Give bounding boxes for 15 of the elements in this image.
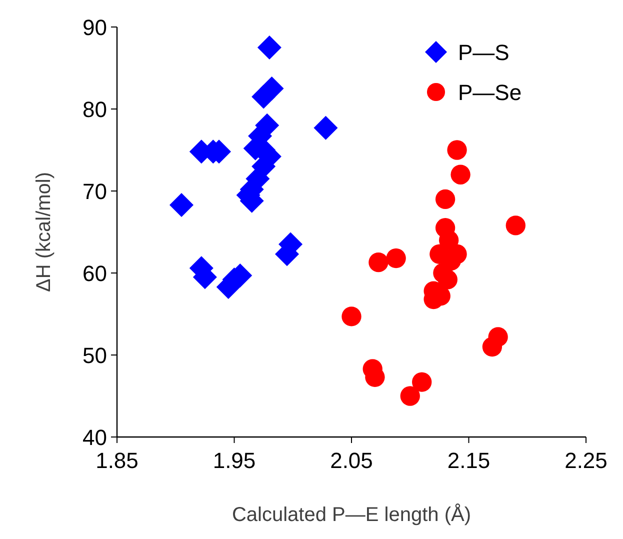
x-tick-label: 1.85 <box>96 448 138 473</box>
y-tick-label: 60 <box>82 261 107 286</box>
x-tick-label: 1.95 <box>212 448 256 473</box>
y-tick-label: 40 <box>82 425 107 450</box>
x-tick-label: 2.25 <box>564 448 608 473</box>
x-axis-title: Calculated P—E length (Å) <box>232 503 472 526</box>
x-tick-label: 2.05 <box>330 448 373 473</box>
legend-label: P—Se <box>458 80 522 105</box>
y-axis-title: ΔH (kcal/mol) <box>33 172 55 292</box>
y-tick-label: 50 <box>82 343 107 368</box>
legend-label: P—S <box>458 40 510 65</box>
y-tick-label: 80 <box>82 97 107 122</box>
y-tick-label: 90 <box>82 15 107 40</box>
y-tick-label: 70 <box>82 179 107 204</box>
x-tick-label: 2.15 <box>447 448 490 473</box>
